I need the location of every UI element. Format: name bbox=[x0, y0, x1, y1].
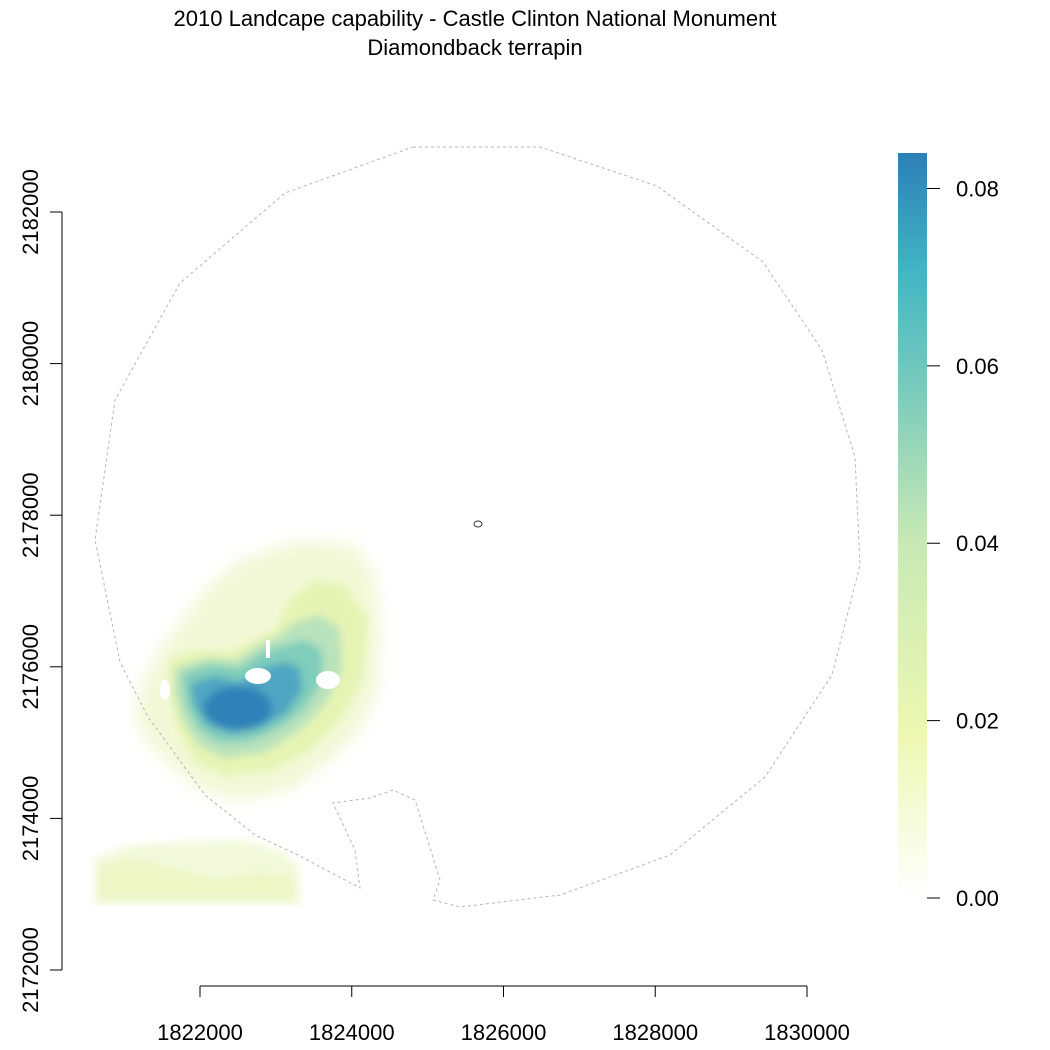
title-block: 2010 Landcape capability - Castle Clinto… bbox=[0, 4, 950, 62]
colorbar-tick-label: 0.00 bbox=[956, 886, 999, 911]
y-axis: 2172000 2174000 2176000 2178000 2180000 21820… bbox=[18, 169, 63, 1013]
x-tick-label: 1828000 bbox=[612, 1020, 698, 1045]
x-tick-label: 1830000 bbox=[764, 1020, 850, 1045]
raster-southwest bbox=[95, 840, 300, 905]
x-axis: 1822000 1824000 1826000 1828000 1830000 bbox=[157, 985, 850, 1045]
y-tick-label: 2178000 bbox=[18, 472, 43, 558]
y-tick-label: 2182000 bbox=[18, 169, 43, 255]
raster-layer bbox=[80, 540, 380, 926]
raster-hotspot bbox=[168, 580, 368, 775]
x-tick-label: 1822000 bbox=[157, 1020, 243, 1045]
chart-title: 2010 Landcape capability - Castle Clinto… bbox=[173, 6, 777, 31]
monument-marker bbox=[473, 520, 483, 528]
colorbar-tick-label: 0.08 bbox=[956, 176, 999, 201]
colorbar: 0.00 0.02 0.04 0.06 0.08 bbox=[898, 153, 999, 911]
y-tick-label: 2174000 bbox=[18, 776, 43, 862]
y-tick-label: 2176000 bbox=[18, 624, 43, 710]
raster-water-holes bbox=[160, 640, 340, 700]
colorbar-tick-label: 0.04 bbox=[956, 531, 999, 556]
colorbar-tick-label: 0.06 bbox=[956, 354, 999, 379]
buffer-boundary bbox=[94, 146, 861, 908]
x-tick-label: 1824000 bbox=[309, 1020, 395, 1045]
x-tick-label: 1826000 bbox=[461, 1020, 547, 1045]
y-tick-label: 2180000 bbox=[18, 321, 43, 407]
colorbar-tick-label: 0.02 bbox=[956, 709, 999, 734]
y-tick-label: 2172000 bbox=[18, 927, 43, 1013]
chart-subtitle: Diamondback terrapin bbox=[367, 35, 583, 60]
raster-clip-bottom bbox=[80, 906, 320, 926]
colorbar-gradient bbox=[898, 153, 927, 898]
